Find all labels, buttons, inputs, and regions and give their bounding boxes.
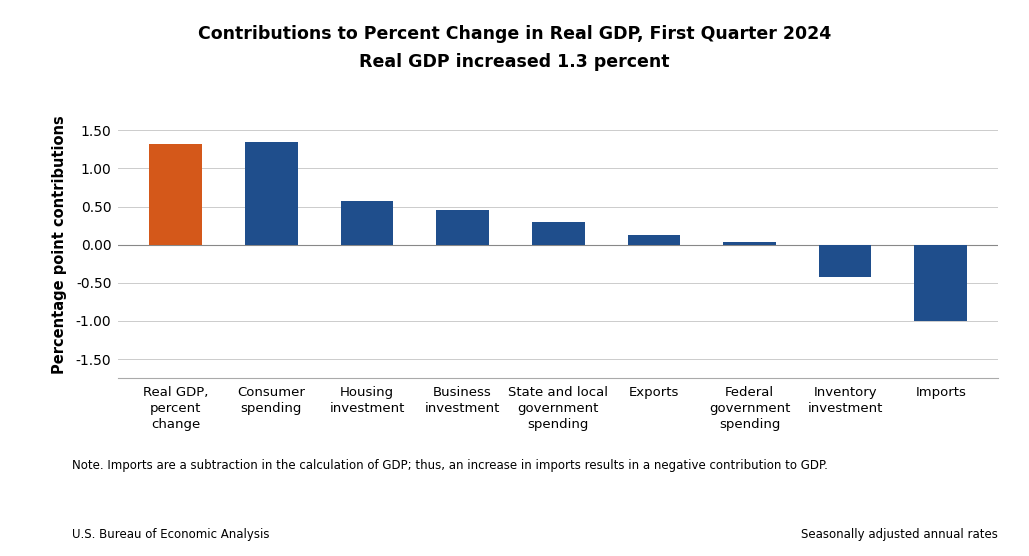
Bar [436,210,489,245]
Bar [819,245,872,277]
Bar [149,144,202,245]
Y-axis label: Percentage point contributions: Percentage point contributions [52,115,68,374]
Text: U.S. Bureau of Economic Analysis: U.S. Bureau of Economic Analysis [72,528,270,541]
Text: Seasonally adjusted annual rates: Seasonally adjusted annual rates [802,528,998,541]
Text: Contributions to Percent Change in Real GDP, First Quarter 2024: Contributions to Percent Change in Real … [198,25,831,43]
Text: Real GDP increased 1.3 percent: Real GDP increased 1.3 percent [359,53,670,71]
Bar [532,222,584,245]
Bar [628,235,680,245]
Bar [341,201,393,245]
Text: Note. Imports are a subtraction in the calculation of GDP; thus, an increase in : Note. Imports are a subtraction in the c… [72,459,828,471]
Bar [915,245,967,321]
Bar [723,242,776,245]
Bar [245,142,297,245]
